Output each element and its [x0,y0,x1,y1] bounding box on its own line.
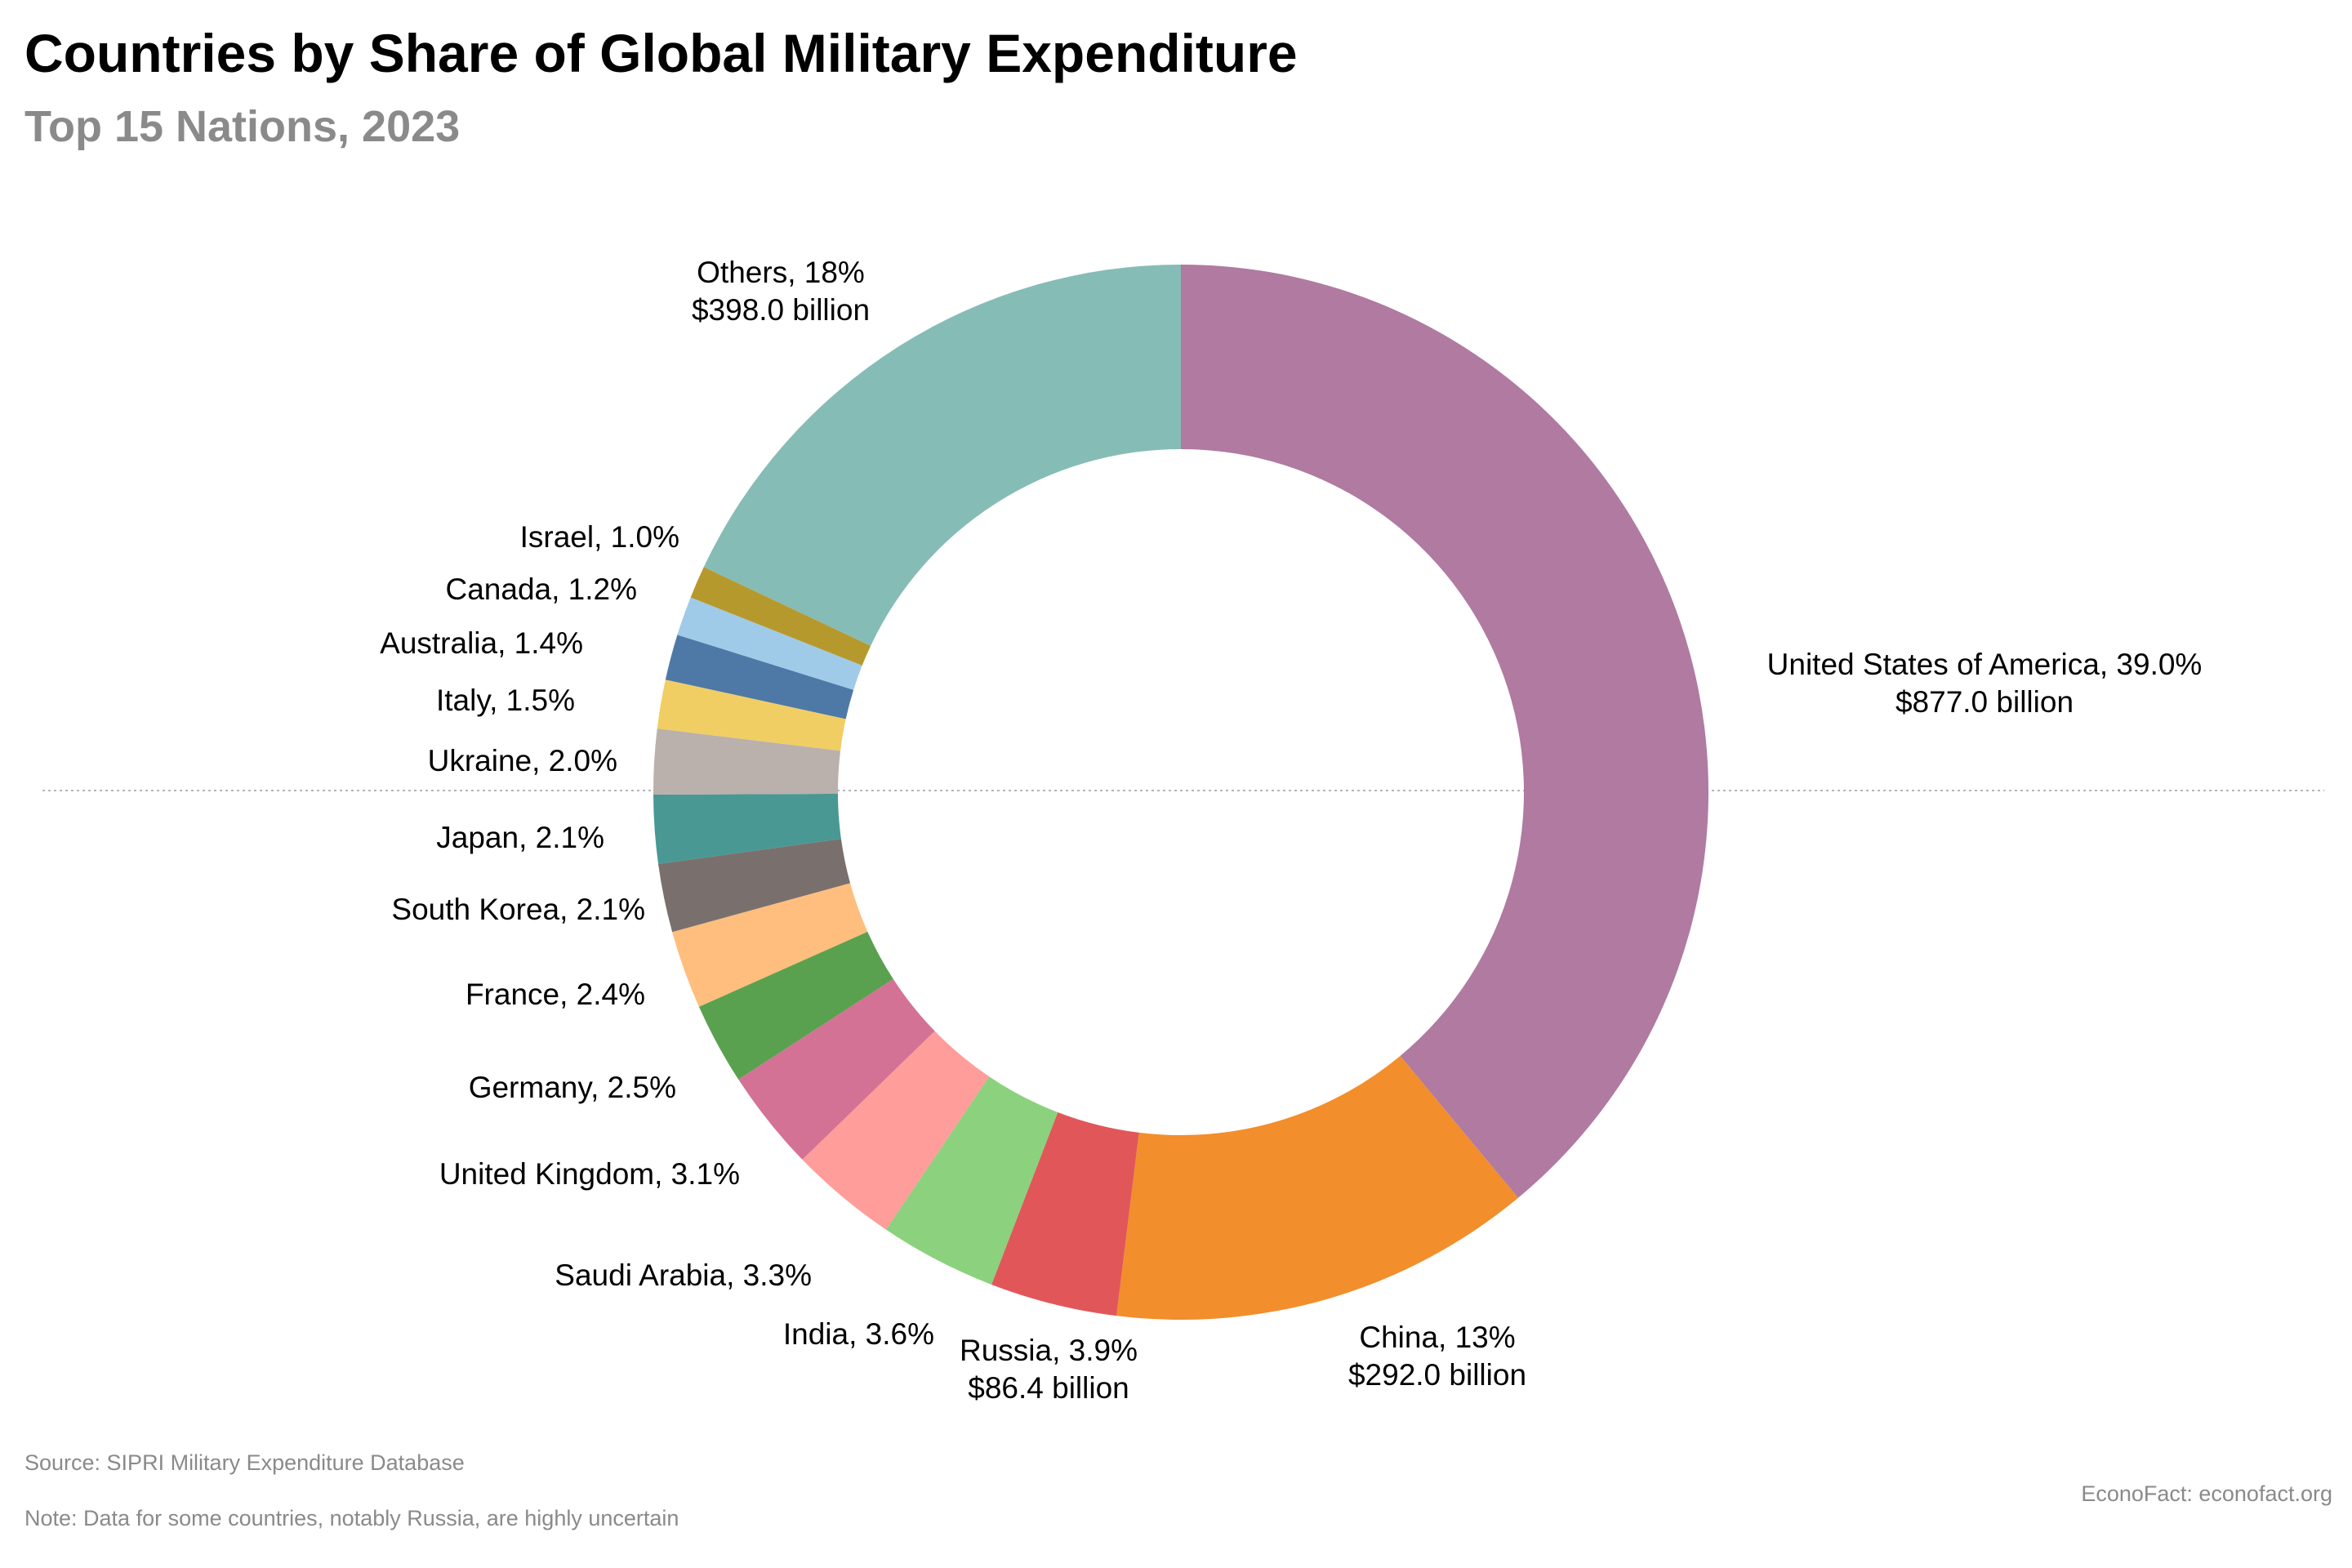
label-australia: Australia, 1.4% [380,626,583,660]
slice-china [1116,1055,1518,1321]
slice-france [672,883,868,1007]
donut-slices [653,265,1708,1321]
label-japan: Japan, 2.1% [436,821,604,854]
label-canada: Canada, 1.2% [445,572,637,606]
label-china: China, 13% [1359,1321,1515,1354]
label-saudi-arabia: Saudi Arabia, 3.3% [555,1258,812,1292]
slice-united-states-of-america [1181,265,1708,1198]
attribution: EconoFact: econofact.org [2081,1481,2332,1506]
value-label-united-states-of-america: $877.0 billion [1895,685,2074,719]
label-germany: Germany, 2.5% [469,1071,676,1104]
label-india: India, 3.6% [783,1317,934,1351]
value-label-russia: $86.4 billion [968,1371,1129,1405]
value-label-others: $398.0 billion [692,293,870,327]
slice-united-kingdom [738,978,935,1160]
source-note: Source: SIPRI Military Expenditure Datab… [24,1450,465,1475]
label-russia: Russia, 3.9% [960,1334,1138,1367]
slice-others [703,265,1181,646]
slice-japan [653,793,841,864]
slice-south-korea [658,839,851,933]
label-france: France, 2.4% [466,978,645,1011]
label-united-states-of-america: United States of America, 39.0% [1767,648,2203,681]
chart-subtitle: Top 15 Nations, 2023 [24,102,460,151]
slice-canada [677,597,862,690]
slice-saudi-arabia [802,1031,990,1230]
slice-india [885,1076,1058,1285]
slice-australia [665,635,854,719]
footnote: Note: Data for some countries, notably R… [24,1506,679,1530]
label-italy: Italy, 1.5% [436,684,575,717]
slice-israel [690,567,871,666]
label-south-korea: South Korea, 2.1% [391,893,645,926]
label-united-kingdom: United Kingdom, 3.1% [439,1157,740,1191]
slice-italy [657,679,846,751]
label-ukraine: Ukraine, 2.0% [428,744,617,777]
slice-labels: United States of America, 39.0% $877.0 bi… [380,256,2202,1405]
slice-russia [991,1112,1139,1316]
label-others: Others, 18% [697,256,865,289]
slice-ukraine [653,728,841,795]
slice-germany [698,931,893,1080]
label-israel: Israel, 1.0% [520,520,679,554]
value-label-china: $292.0 billion [1348,1358,1526,1392]
chart-title: Countries by Share of Global Military Ex… [24,23,1298,83]
